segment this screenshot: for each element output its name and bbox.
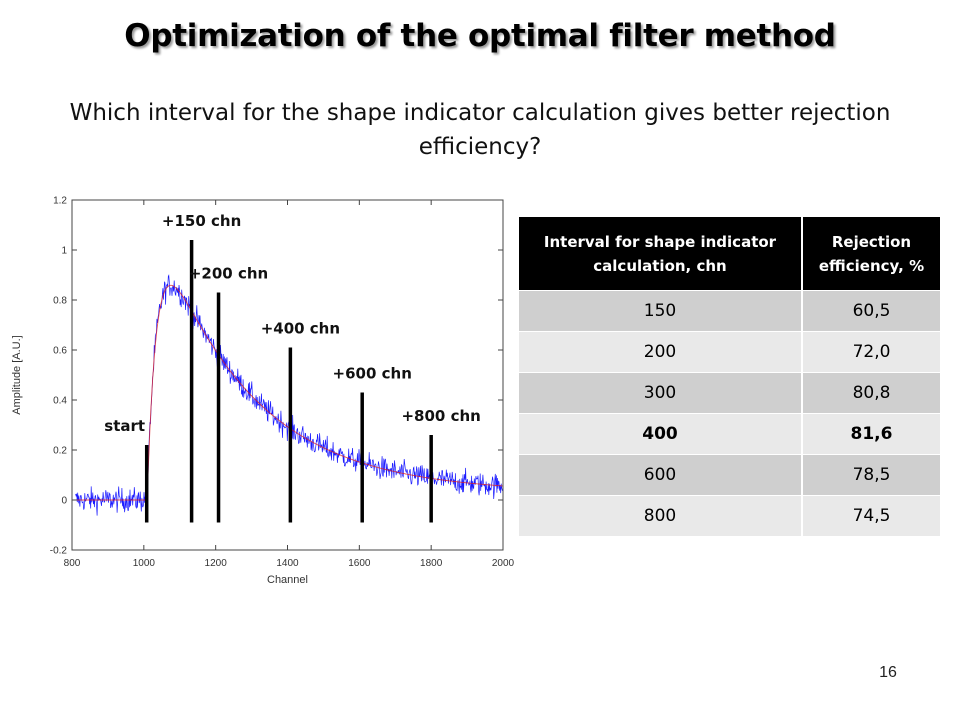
table-body: 150 60,5 200 72,0 300 80,8 400 81,6 600 78,5 800 74…	[519, 290, 940, 536]
amplitude-plot: 800 1000 1200 1400 1600 1800 2000 -0.2 0 0.2 0.4 0.…	[11, 196, 515, 587]
interval-marker-label: +800 chn	[401, 407, 480, 425]
interval-marker-label: +600 chn	[333, 365, 412, 383]
table-row: 800 74,5	[519, 495, 940, 536]
x-tick-label: 1600	[348, 558, 371, 569]
interval-cell: 300	[519, 372, 803, 414]
plot-axes: 800 1000 1200 1400 1600 1800 2000 -0.2 0 0.2 0.4 0.…	[11, 196, 515, 587]
interval-cell: 800	[519, 495, 803, 536]
interval-cell: 400	[519, 413, 803, 455]
table-header-row: Interval for shape indicator calculation…	[519, 217, 940, 291]
x-tick-label: 2000	[492, 558, 515, 569]
x-axis-label: Channel	[267, 574, 308, 586]
y-tick-label: 0.8	[53, 296, 67, 307]
efficiency-cell: 78,5	[802, 454, 940, 496]
slide-title: Optimization of the optimal filter metho…	[124, 18, 836, 54]
efficiency-cell: 74,5	[802, 495, 940, 536]
results-table: Interval for shape indicator calculation…	[519, 217, 940, 536]
efficiency-cell: 60,5	[802, 290, 940, 332]
y-tick-label: 1	[61, 246, 67, 257]
interval-marker-label: +200 chn	[189, 265, 268, 283]
y-tick-label: 0	[61, 496, 67, 507]
interval-markers: start +150 chn +200 chn +400 chn +600 chn +80…	[104, 212, 481, 523]
y-tick-label: 1.2	[53, 196, 67, 207]
y-axis-label: Amplitude [A.U.]	[11, 335, 23, 414]
efficiency-cell: 81,6	[802, 413, 940, 455]
x-tick-label: 1400	[276, 558, 299, 569]
slide-subtitle: Which interval for the shape indicator c…	[69, 100, 891, 160]
y-tick-label: -0.2	[50, 546, 68, 557]
interval-cell: 200	[519, 331, 803, 373]
interval-marker-label: start	[104, 417, 145, 435]
x-tick-label: 1200	[205, 558, 228, 569]
interval-marker-label: +400 chn	[261, 320, 340, 338]
x-tick-label: 800	[64, 558, 81, 569]
y-tick-label: 0.4	[53, 396, 67, 407]
efficiency-cell: 80,8	[802, 372, 940, 414]
page-number: 16	[879, 664, 897, 681]
table-row: 400 81,6	[519, 413, 940, 455]
table-row: 300 80,8	[519, 372, 940, 414]
interval-cell: 150	[519, 290, 803, 332]
x-tick-label: 1800	[420, 558, 443, 569]
header-efficiency: Rejection efficiency, %	[802, 217, 940, 291]
y-tick-label: 0.2	[53, 446, 67, 457]
y-tick-label: 0.6	[53, 346, 67, 357]
interval-cell: 600	[519, 454, 803, 496]
table-row: 600 78,5	[519, 454, 940, 496]
header-interval: Interval for shape indicator calculation…	[519, 217, 803, 291]
x-tick-label: 1000	[133, 558, 156, 569]
table-row: 200 72,0	[519, 331, 940, 373]
efficiency-cell: 72,0	[802, 331, 940, 373]
interval-marker-label: +150 chn	[162, 212, 241, 230]
table-row: 150 60,5	[519, 290, 940, 332]
